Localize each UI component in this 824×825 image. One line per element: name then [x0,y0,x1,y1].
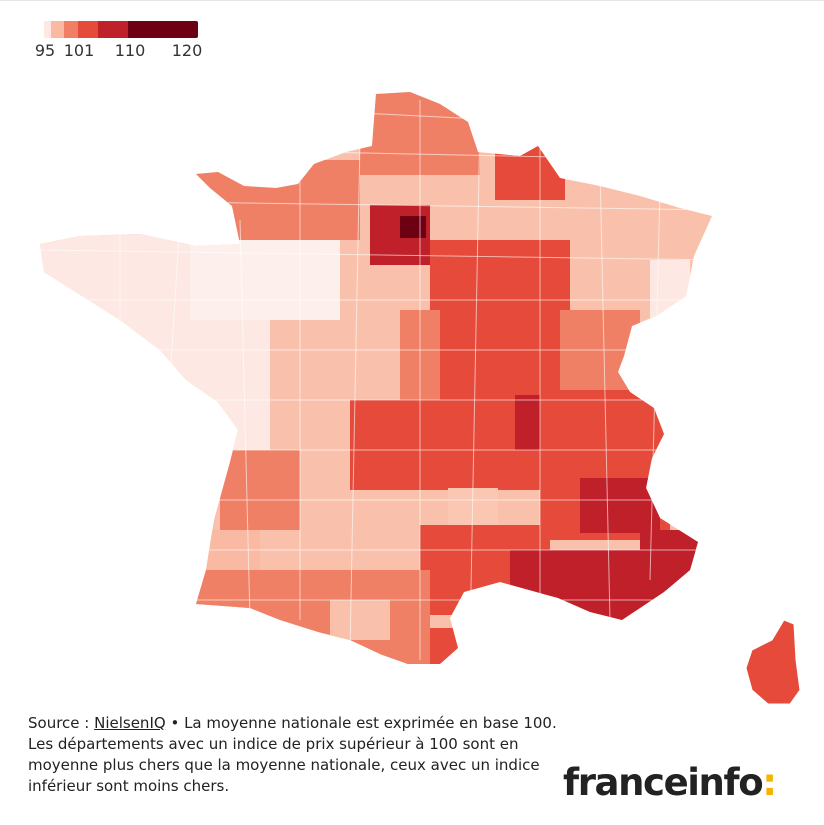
region-paris [400,216,426,238]
caption-line1-rest: • La moyenne nationale est exprimée en b… [165,714,557,732]
france-departments-map [0,60,824,710]
region-ariege [330,600,390,640]
legend-swatch [44,21,51,38]
region-ardennes [495,140,565,200]
color-legend: 95 101 110 120 [32,21,202,61]
region-corsica [745,619,801,705]
legend-swatch [64,21,78,38]
legend-swatch [78,21,98,38]
legend-label-95: 95 [34,41,56,60]
region-gironde [220,450,300,530]
legend-label-120: 120 [171,41,203,60]
legend-color-scale [44,21,198,38]
region-normandy [190,160,360,240]
franceinfo-logo: franceinfo: [563,761,777,804]
top-divider [0,0,824,1]
legend-swatch [51,21,64,38]
region-occitanie-west [190,570,430,664]
logo-text: franceinfo [563,761,764,804]
caption-source-prefix: Source : [28,714,95,732]
legend-swatch [98,21,128,38]
region-alsace-south [650,260,690,320]
legend-label-101: 101 [63,41,95,60]
region-bourgogne [430,240,570,400]
region-savoie [580,478,660,533]
source-link[interactable]: NielsenIQ [94,714,166,732]
caption-source-line: Source : NielsenIQ • La moyenne national… [28,713,568,734]
department-borders [40,100,712,660]
map-caption: Source : NielsenIQ • La moyenne national… [28,713,568,797]
legend-swatch [128,21,198,38]
logo-accent: : [762,761,777,804]
legend-label-110: 110 [114,41,146,60]
region-alpes-maritimes [640,530,700,590]
caption-explanation: Les départements avec un indice de prix … [28,735,540,795]
